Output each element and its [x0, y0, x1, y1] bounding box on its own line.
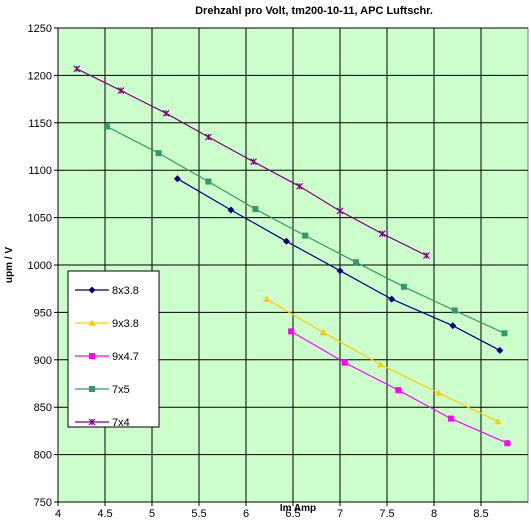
- series-8x3-8: [173, 175, 504, 354]
- legend: 8x3.8 9x3.8 9x4.7 7x5 7x4: [67, 270, 160, 429]
- x-tick-label: 7: [337, 508, 343, 517]
- data-point: [395, 387, 402, 394]
- data-point: [388, 295, 396, 303]
- legend-item: 8x3.8: [75, 285, 139, 297]
- data-point: [501, 330, 508, 337]
- y-tick-label: 900: [34, 355, 52, 367]
- x-tick-label: 5,5: [191, 508, 206, 517]
- data-point: [302, 232, 309, 239]
- data-point: [227, 206, 235, 214]
- y-tick-label: 1000: [28, 260, 52, 272]
- legend-swatch-marker: [88, 418, 96, 426]
- data-point: [288, 328, 295, 335]
- y-axis-title: upm / V: [4, 247, 15, 283]
- data-point: [173, 175, 181, 183]
- x-tick-label: 7,5: [379, 508, 394, 517]
- tick-labels: 4 4,5 5 5,5 6 6,5 7 7,5 8 8,575080085090095010001…: [28, 23, 489, 520]
- data-point: [205, 178, 212, 185]
- y-tick-label: 1050: [28, 213, 52, 225]
- y-tick-label: 750: [34, 497, 52, 509]
- x-tick-label: 5: [149, 508, 155, 517]
- data-point: [494, 417, 502, 425]
- data-point: [263, 295, 271, 302]
- data-point: [155, 150, 162, 157]
- x-tick-label: 8: [431, 508, 437, 517]
- data-point: [319, 328, 327, 336]
- legend-box: [67, 270, 160, 428]
- series-9x3-8: [263, 295, 502, 425]
- x-tick-label: 6: [243, 508, 249, 517]
- data-point: [400, 283, 407, 290]
- x-tick-label: 4,5: [97, 508, 112, 517]
- chart-title: Drehzahl pro Volt, tm200-10-11, APC Luft…: [195, 5, 433, 17]
- y-tick-label: 1200: [28, 70, 52, 82]
- data-point: [435, 389, 443, 396]
- data-point: [117, 87, 125, 94]
- y-tick-label: 1150: [28, 118, 52, 130]
- data-point: [449, 322, 457, 330]
- data-point: [504, 440, 511, 447]
- y-tick-label: 850: [34, 402, 52, 414]
- data-point: [451, 307, 458, 314]
- data-point: [162, 109, 170, 117]
- legend-label: 7x4: [112, 417, 130, 429]
- y-tick-label: 1100: [28, 165, 52, 177]
- legend-label: 9x4.7: [112, 351, 139, 363]
- data-point: [341, 359, 348, 366]
- data-point: [336, 207, 344, 215]
- legend-swatch-marker: [89, 386, 95, 392]
- legend-item: 7x5: [75, 384, 130, 396]
- legend-item: 9x4.7: [75, 351, 139, 363]
- series-layer: [73, 65, 511, 447]
- series-7x4: [73, 65, 430, 259]
- data-point: [336, 267, 344, 275]
- legend-label: 7x5: [112, 384, 130, 396]
- series-9x4-7: [288, 328, 511, 447]
- data-point: [73, 65, 81, 73]
- data-point: [204, 133, 212, 141]
- x-tick-label: 8,5: [473, 508, 488, 517]
- y-tick-label: 800: [34, 450, 52, 462]
- legend-swatch-marker: [89, 353, 95, 359]
- data-point: [496, 346, 504, 354]
- data-point: [378, 230, 386, 238]
- data-point: [252, 206, 259, 213]
- data-point: [447, 415, 454, 422]
- x-tick-label: 4: [55, 508, 61, 517]
- data-point: [352, 259, 359, 266]
- legend-label: 9x3.8: [112, 318, 139, 330]
- data-point: [282, 237, 290, 245]
- data-point: [103, 123, 110, 130]
- legend-label: 8x3.8: [112, 285, 139, 297]
- y-tick-label: 950: [34, 307, 52, 319]
- y-tick-label: 1250: [28, 23, 52, 35]
- series-7x5: [103, 123, 508, 337]
- data-point: [296, 182, 304, 190]
- legend-item: 9x3.8: [75, 318, 139, 330]
- legend-item: 7x4: [75, 417, 130, 429]
- data-point: [423, 252, 430, 259]
- data-point: [376, 361, 384, 368]
- legend-swatch-marker: [88, 319, 96, 326]
- data-point: [250, 158, 257, 166]
- x-axis-title: Im Amp: [280, 503, 316, 514]
- legend-swatch-marker: [88, 286, 96, 294]
